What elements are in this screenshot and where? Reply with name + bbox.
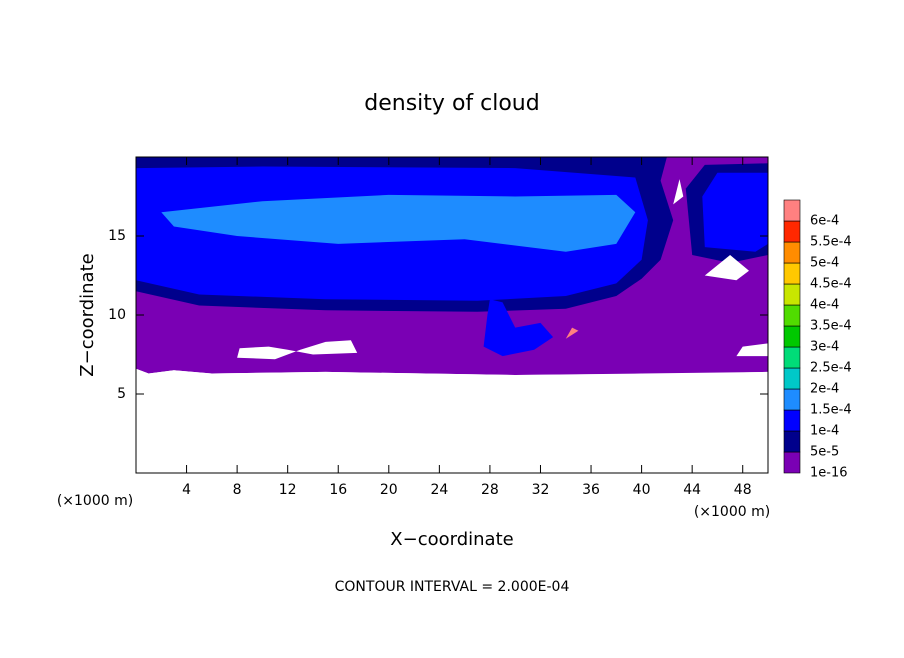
empty-region — [136, 368, 768, 473]
x-tick-label: 28 — [481, 482, 499, 498]
contour-region — [483, 299, 554, 357]
colorbar-swatch — [783, 283, 801, 306]
contour-note: CONTOUR INTERVAL = 2.000E-04 — [335, 579, 570, 595]
colorbar-swatch — [783, 262, 801, 285]
colorbar-swatch — [783, 325, 801, 348]
colorbar-swatch — [783, 346, 801, 369]
y-tick-label: 5 — [117, 386, 126, 402]
colorbar-label: 2.5e-4 — [810, 361, 852, 376]
x-tick-label: 48 — [734, 482, 752, 498]
colorbar-swatch — [783, 367, 801, 390]
x-axis-label: X−coordinate — [390, 529, 513, 550]
colorbar-label: 1e-4 — [810, 424, 839, 439]
colorbar-swatch — [783, 388, 801, 411]
colorbar-swatch — [783, 220, 801, 243]
chart-title: density of cloud — [364, 91, 539, 116]
empty-region — [673, 179, 684, 205]
y-axis-label: Z−coordinate — [77, 253, 98, 376]
x-tick-label: 40 — [633, 482, 651, 498]
x-tick-label: 20 — [380, 482, 398, 498]
colorbar-label: 5.5e-4 — [810, 235, 852, 250]
colorbar-label: 1.5e-4 — [810, 403, 852, 418]
y-tick-label: 10 — [108, 307, 126, 323]
colorbar-swatch — [783, 409, 801, 432]
colorbar-label: 1e-16 — [810, 466, 848, 481]
colorbar-label: 2e-4 — [810, 382, 839, 397]
colorbar-swatch — [783, 304, 801, 327]
x-tick-label: 24 — [430, 482, 448, 498]
colorbar-label: 5e-4 — [810, 256, 839, 271]
colorbar-swatch — [783, 451, 801, 474]
empty-region — [736, 343, 768, 357]
x-tick-label: 8 — [233, 482, 242, 498]
empty-region — [237, 340, 358, 360]
x-tick-label: 32 — [532, 482, 550, 498]
x-tick-label: 4 — [182, 482, 191, 498]
colorbar-swatch — [783, 199, 801, 222]
x-tick-label: 12 — [279, 482, 297, 498]
contour-region — [565, 327, 579, 339]
colorbar-label: 4e-4 — [810, 298, 839, 313]
contour-region — [702, 172, 768, 252]
colorbar-label: 3.5e-4 — [810, 319, 852, 334]
colorbar-label: 6e-4 — [810, 214, 839, 229]
x-tick-label: 36 — [582, 482, 600, 498]
x-unit: (×1000 m) — [694, 504, 770, 520]
contour-region — [161, 194, 636, 252]
colorbar-label: 5e-5 — [810, 445, 839, 460]
y-unit: (×1000 m) — [57, 493, 133, 509]
x-tick-label: 44 — [683, 482, 701, 498]
empty-region — [704, 255, 749, 281]
colorbar-swatch — [783, 241, 801, 264]
x-tick-label: 16 — [329, 482, 347, 498]
colorbar-label: 4.5e-4 — [810, 277, 852, 292]
colorbar-label: 3e-4 — [810, 340, 839, 355]
colorbar-swatch — [783, 430, 801, 453]
y-tick-label: 15 — [108, 228, 126, 244]
